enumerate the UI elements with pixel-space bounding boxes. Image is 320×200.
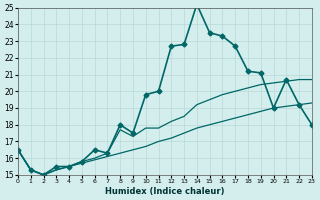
X-axis label: Humidex (Indice chaleur): Humidex (Indice chaleur) — [105, 187, 225, 196]
